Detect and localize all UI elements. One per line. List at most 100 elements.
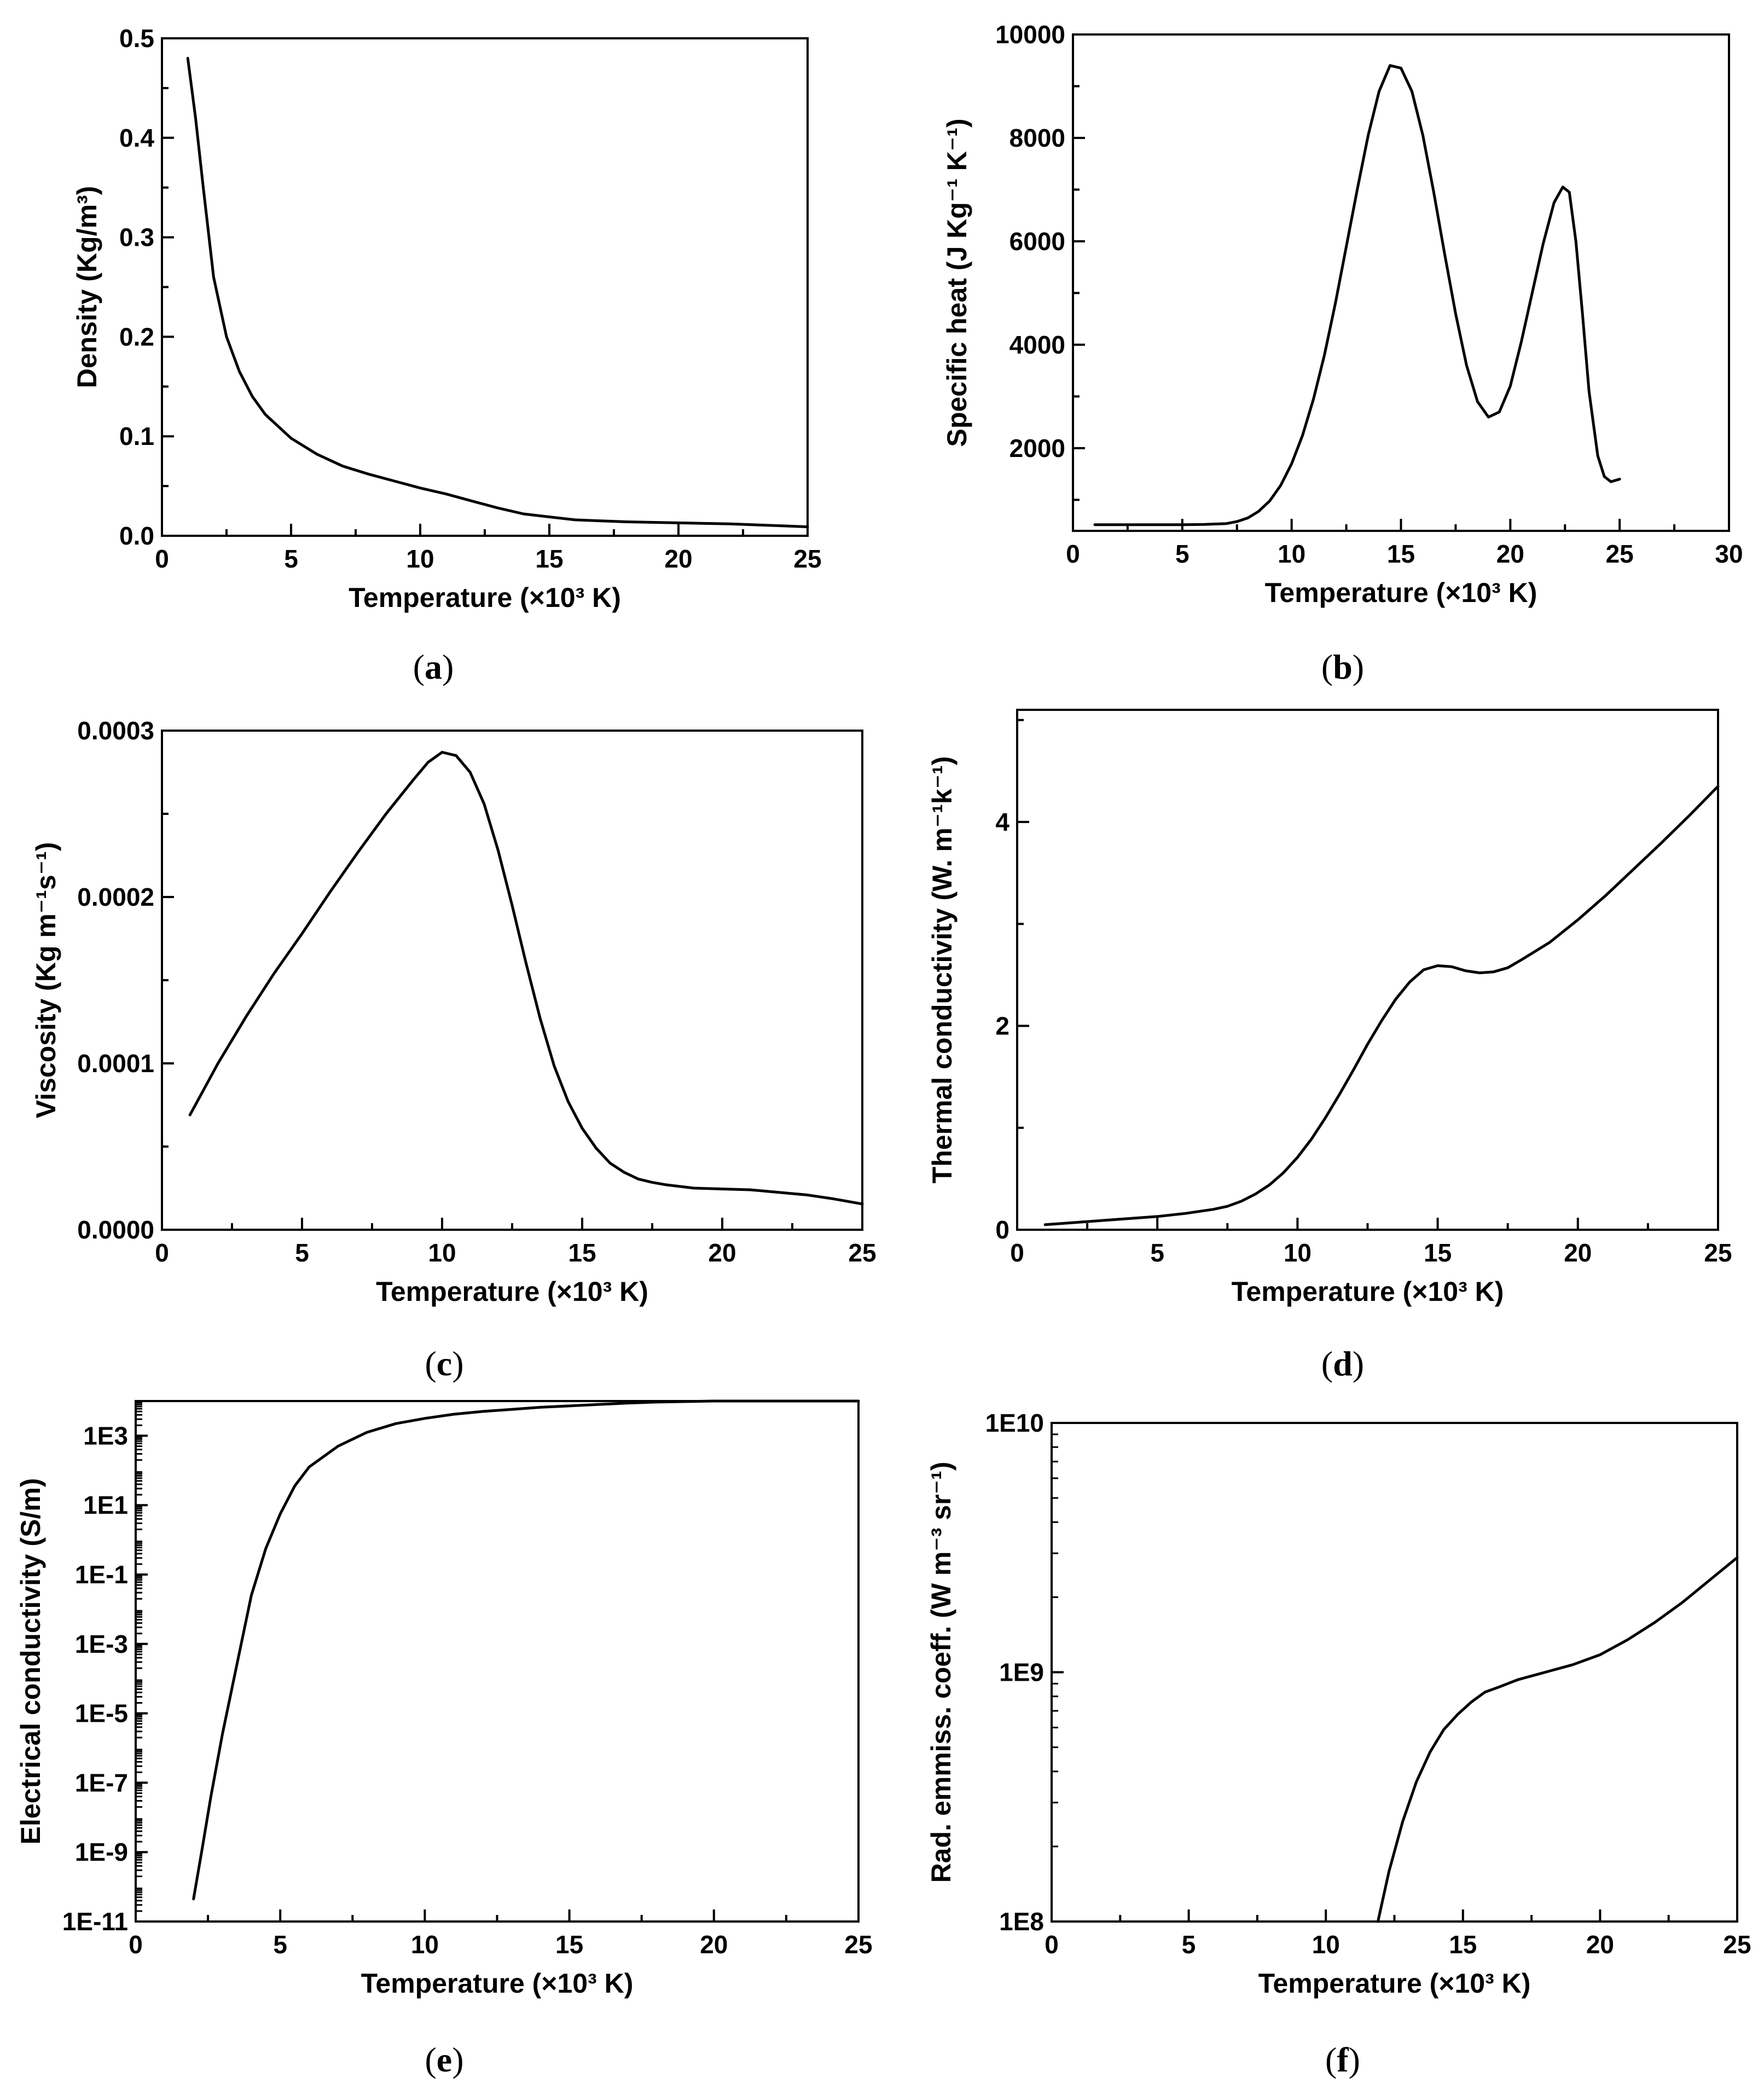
panel-label-close-paren: ) — [452, 1344, 463, 1383]
x-tick-label: 10 — [1284, 1239, 1312, 1267]
series-line-d-0 — [1043, 785, 1720, 1226]
y-tick-label: 4 — [995, 808, 1009, 836]
x-axis-title: Temperature (×10³ K) — [1258, 1968, 1531, 1999]
panel-label-letter: d — [1333, 1344, 1353, 1383]
series-line-e-0 — [192, 1399, 860, 1901]
y-tick-label: 0.0 — [119, 522, 154, 550]
y-axis-title: Electrical conductivity (S/m) — [15, 1478, 46, 1845]
y-tick-label: 0.0001 — [77, 1049, 154, 1078]
x-tick-label: 15 — [568, 1239, 596, 1267]
chart-panel-a: 0 5 10 15 20 25 0.0 0.1 0.2 0.3 0.4 0.5 Temperature … — [72, 24, 822, 686]
x-tick-label: 25 — [848, 1239, 876, 1267]
x-tick-label: 0 — [129, 1930, 143, 1959]
panel-label-letter: f — [1337, 2040, 1349, 2079]
panel-label-letter: c — [437, 1344, 452, 1383]
x-tick-label: 15 — [1424, 1239, 1452, 1267]
x-axis-title: Temperature (×10³ K) — [376, 1276, 648, 1307]
x-tick-label: 0 — [1066, 540, 1080, 568]
y-axis-title: Density (Kg/m³) — [72, 186, 102, 388]
x-tick-label: 0 — [155, 1239, 169, 1267]
x-axis-title: Temperature (×10³ K) — [349, 582, 621, 613]
panel-label: (f) — [1325, 2040, 1360, 2079]
x-tick-label: 20 — [1564, 1239, 1592, 1267]
y-tick-label: 0.0000 — [77, 1216, 154, 1244]
x-tick-label: 20 — [664, 545, 692, 573]
y-axis-title: Rad. emmiss. coeff. (W m⁻³ sr⁻¹) — [926, 1462, 956, 1883]
x-tick-label: 20 — [700, 1930, 728, 1959]
y-tick-label: 0.5 — [119, 24, 154, 53]
x-axis-title: Temperature (×10³ K) — [361, 1968, 634, 1999]
panel-label-close-paren: ) — [1353, 1344, 1364, 1383]
x-tick-label: 25 — [1606, 540, 1634, 568]
x-tick-label: 20 — [1496, 540, 1524, 568]
panel-label-open-paren: ( — [413, 647, 425, 686]
panel-label: (e) — [425, 2040, 463, 2079]
x-tick-label: 5 — [284, 545, 298, 573]
x-tick-label: 5 — [1175, 540, 1189, 568]
y-tick-label: 1E10 — [985, 1409, 1044, 1437]
x-tick-label: 10 — [1312, 1930, 1340, 1959]
x-tick-label: 0 — [1010, 1239, 1024, 1267]
x-tick-label: 25 — [1704, 1239, 1732, 1267]
x-tick-label: 15 — [1387, 540, 1415, 568]
panel-label: (b) — [1321, 647, 1364, 686]
plot-frame — [1072, 33, 1730, 532]
x-tick-label: 5 — [1150, 1239, 1164, 1267]
y-tick-label: 2000 — [1009, 434, 1065, 462]
y-tick-label: 0.0002 — [77, 883, 154, 911]
x-axis-title: Temperature (×10³ K) — [1232, 1276, 1504, 1307]
y-tick-label: 1E-3 — [75, 1630, 128, 1658]
y-tick-label: 0.3 — [119, 223, 154, 252]
plot-frame — [1016, 709, 1719, 1231]
y-tick-label: 1E-1 — [75, 1560, 128, 1589]
x-tick-label: 25 — [793, 545, 821, 573]
x-tick-label: 0 — [155, 545, 169, 573]
y-axis-title: Viscosity (Kg m⁻¹s⁻¹) — [31, 842, 61, 1119]
y-tick-label: 0 — [995, 1216, 1009, 1244]
y-tick-label: 1E-5 — [75, 1699, 128, 1728]
series-line-f-0 — [1376, 1556, 1739, 1923]
chart-panel-d: 0 5 10 15 20 25 0 2 4 Temperature (×10³ K) Thermal… — [927, 709, 1732, 1383]
panel-label-close-paren: ) — [442, 647, 454, 686]
x-tick-label: 15 — [1449, 1930, 1477, 1959]
panel-label-open-paren: ( — [1325, 2040, 1337, 2079]
plot-frame — [161, 37, 809, 537]
panel-label-open-paren: ( — [425, 1344, 436, 1383]
y-tick-label: 8000 — [1009, 124, 1065, 152]
panel-label-letter: b — [1333, 647, 1353, 686]
plot-frame — [161, 730, 863, 1231]
panel-label-close-paren: ) — [1349, 2040, 1360, 2079]
y-tick-label: 0.4 — [119, 124, 154, 152]
series-line-c-0 — [188, 751, 864, 1206]
chart-panel-e: 0 5 10 15 20 25 1E-11 1E-9 1E-7 1E-5 1E-3 1E-1 1E1 1E… — [15, 1399, 873, 2079]
y-tick-label: 1E8 — [999, 1907, 1044, 1936]
chart-panel-c: 0 5 10 15 20 25 0.0000 0.0001 0.0002 0.0003 Temper… — [31, 716, 877, 1383]
x-tick-label: 20 — [708, 1239, 736, 1267]
y-tick-label: 1E1 — [83, 1491, 128, 1519]
x-tick-label: 10 — [411, 1930, 439, 1959]
x-tick-label: 30 — [1715, 540, 1743, 568]
panel-label-close-paren: ) — [452, 2040, 463, 2079]
chart-panel-f: 0 5 10 15 20 25 1E8 1E9 1E10 Temperature (×10³ K)… — [926, 1409, 1751, 2079]
panel-label-close-paren: ) — [1353, 647, 1364, 686]
chart-panel-b: 0 5 10 15 20 25 30 2000 4000 6000 8000 10000 Tempera… — [942, 20, 1743, 686]
y-tick-label: 0.2 — [119, 322, 154, 351]
panel-label: (c) — [425, 1344, 463, 1383]
y-tick-label: 1E-11 — [62, 1907, 128, 1936]
y-tick-label: 1E3 — [83, 1421, 128, 1450]
x-tick-label: 5 — [295, 1239, 309, 1267]
panel-label-letter: a — [425, 647, 442, 686]
x-tick-label: 20 — [1586, 1930, 1614, 1959]
x-tick-label: 25 — [844, 1930, 872, 1959]
panel-label-open-paren: ( — [425, 2040, 436, 2079]
plot-frame — [135, 1400, 860, 1923]
y-tick-label: 2 — [995, 1011, 1009, 1040]
x-axis-title: Temperature (×10³ K) — [1265, 577, 1537, 608]
x-tick-label: 15 — [535, 545, 563, 573]
y-axis-title: Thermal conductivity (W. m⁻¹k⁻¹) — [927, 756, 958, 1184]
panel-label-letter: e — [437, 2040, 452, 2079]
y-tick-label: 6000 — [1009, 227, 1065, 256]
y-tick-label: 1E-7 — [75, 1768, 128, 1797]
x-tick-label: 5 — [1182, 1930, 1196, 1959]
